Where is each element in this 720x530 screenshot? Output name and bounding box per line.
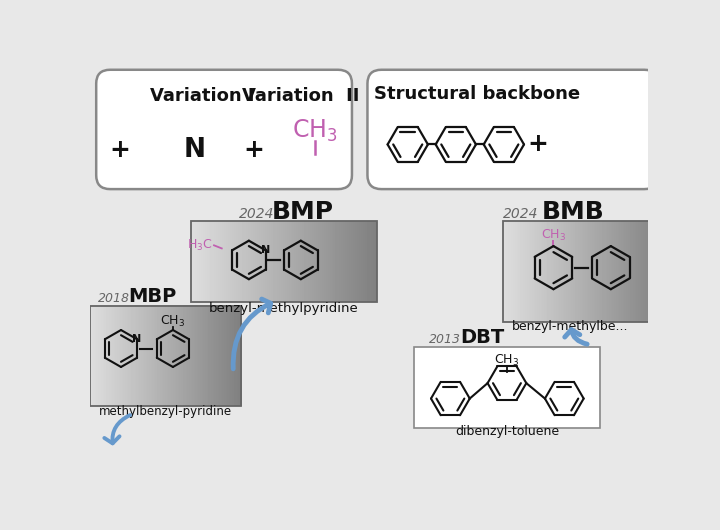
Bar	[503, 222, 666, 322]
Text: Variation I: Variation I	[150, 87, 255, 105]
Text: BMB: BMB	[542, 200, 605, 224]
Text: benzyl-methylbe...: benzyl-methylbe...	[512, 321, 629, 333]
Text: CH$_3$: CH$_3$	[161, 314, 186, 329]
Text: DBT: DBT	[461, 328, 505, 347]
Text: CH$_3$: CH$_3$	[495, 352, 520, 368]
FancyBboxPatch shape	[96, 70, 352, 189]
Text: +: +	[109, 138, 130, 162]
Text: N: N	[132, 334, 142, 344]
Text: H$_3$C: H$_3$C	[187, 238, 212, 253]
Text: Structural backbone: Structural backbone	[374, 85, 580, 103]
Text: N: N	[261, 245, 270, 255]
Text: N: N	[184, 137, 206, 163]
Text: Variation  II: Variation II	[242, 87, 359, 105]
Text: dibenzyl-toluene: dibenzyl-toluene	[455, 425, 559, 438]
Text: +: +	[528, 132, 549, 156]
Bar	[191, 222, 377, 302]
Text: benzyl-methylpyridine: benzyl-methylpyridine	[209, 302, 359, 315]
Text: 2024: 2024	[239, 207, 274, 221]
Text: MBP: MBP	[129, 287, 177, 306]
Text: 2013: 2013	[428, 333, 461, 346]
Text: BMP: BMP	[272, 200, 334, 224]
Text: methylbenzyl-pyridine: methylbenzyl-pyridine	[99, 405, 232, 418]
Text: 2018: 2018	[98, 292, 130, 305]
Text: CH$_3$: CH$_3$	[541, 228, 566, 243]
FancyBboxPatch shape	[367, 70, 658, 189]
Bar	[414, 347, 600, 428]
Text: +: +	[244, 138, 265, 162]
Text: CH$_3$: CH$_3$	[292, 118, 338, 145]
Text: 2024: 2024	[503, 207, 539, 221]
Bar	[90, 306, 241, 407]
